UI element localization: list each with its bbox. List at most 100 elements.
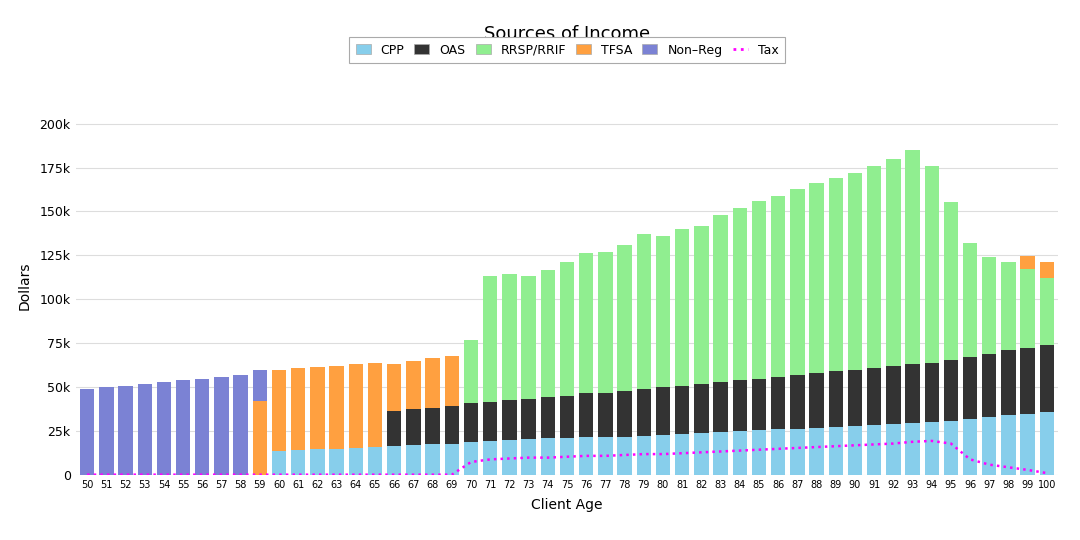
Bar	[445, 356, 459, 406]
Title: Sources of Income: Sources of Income	[484, 25, 650, 43]
Bar	[791, 375, 805, 429]
Bar	[253, 401, 267, 475]
Bar	[598, 436, 612, 475]
Bar	[559, 438, 575, 475]
Y-axis label: Dollars: Dollars	[17, 262, 31, 310]
Bar	[982, 354, 997, 417]
Bar	[502, 274, 516, 401]
Bar	[867, 166, 881, 368]
Bar	[1021, 414, 1035, 475]
Bar	[618, 391, 632, 436]
Bar	[828, 372, 842, 427]
Bar	[809, 184, 824, 373]
Bar	[406, 361, 420, 409]
Bar	[963, 419, 977, 475]
Bar	[924, 363, 939, 422]
Bar	[675, 434, 689, 475]
Bar	[656, 387, 671, 435]
Bar	[598, 393, 612, 436]
Bar	[886, 366, 901, 424]
Bar	[963, 357, 977, 419]
Bar	[1040, 412, 1054, 475]
Bar	[886, 424, 901, 475]
Bar	[694, 433, 708, 475]
Bar	[387, 411, 402, 446]
Bar	[329, 366, 343, 449]
Bar	[483, 275, 498, 402]
Bar	[579, 394, 593, 437]
Bar	[426, 444, 440, 475]
Bar	[714, 382, 728, 432]
Bar	[618, 245, 632, 391]
Bar	[1040, 345, 1054, 412]
Bar	[944, 421, 958, 475]
Bar	[157, 382, 171, 475]
Bar	[387, 363, 402, 411]
Bar	[809, 373, 824, 428]
Bar	[426, 358, 440, 408]
Bar	[99, 387, 113, 475]
Bar	[867, 425, 881, 475]
Bar	[1021, 256, 1035, 268]
Bar	[522, 439, 536, 475]
Bar	[791, 429, 805, 475]
Bar	[406, 446, 420, 475]
Bar	[1021, 268, 1035, 348]
Bar	[559, 396, 575, 438]
Bar	[483, 402, 498, 441]
Bar	[732, 431, 747, 475]
Bar	[886, 159, 901, 366]
Bar	[406, 409, 420, 445]
Bar	[848, 426, 862, 475]
Bar	[176, 380, 190, 475]
Bar	[905, 364, 920, 423]
Bar	[771, 429, 785, 475]
Bar	[137, 384, 152, 475]
Bar	[924, 422, 939, 475]
Bar	[559, 262, 575, 396]
Bar	[714, 432, 728, 475]
Bar	[1040, 262, 1054, 278]
Bar	[636, 234, 651, 389]
Bar	[579, 253, 593, 394]
Bar	[522, 275, 536, 399]
Bar	[905, 150, 920, 364]
Bar	[944, 202, 958, 360]
Bar	[272, 450, 286, 475]
Bar	[463, 403, 478, 442]
Bar	[598, 252, 612, 393]
Bar	[541, 397, 555, 438]
Bar	[694, 226, 708, 384]
Bar	[636, 436, 651, 475]
Bar	[656, 236, 671, 387]
Bar	[349, 448, 363, 475]
Bar	[541, 271, 555, 397]
Bar	[579, 437, 593, 475]
Bar	[982, 417, 997, 475]
Bar	[1001, 262, 1015, 350]
Bar	[214, 377, 229, 475]
Bar	[675, 229, 689, 386]
Bar	[982, 257, 997, 354]
Bar	[848, 370, 862, 426]
Bar	[924, 166, 939, 363]
Bar	[368, 363, 382, 447]
Bar	[292, 450, 306, 475]
Bar	[272, 370, 286, 450]
Bar	[426, 408, 440, 444]
Bar	[502, 401, 516, 440]
Bar	[1040, 278, 1054, 345]
Bar	[1021, 348, 1035, 414]
Bar	[387, 446, 402, 475]
Bar	[233, 375, 248, 475]
Bar	[1001, 350, 1015, 415]
Bar	[828, 178, 842, 372]
Bar	[963, 243, 977, 357]
Bar	[80, 389, 94, 475]
Bar	[771, 195, 785, 377]
Bar	[119, 386, 133, 475]
Bar	[636, 389, 651, 436]
Bar	[752, 379, 766, 430]
Bar	[809, 428, 824, 475]
Bar	[310, 367, 325, 449]
